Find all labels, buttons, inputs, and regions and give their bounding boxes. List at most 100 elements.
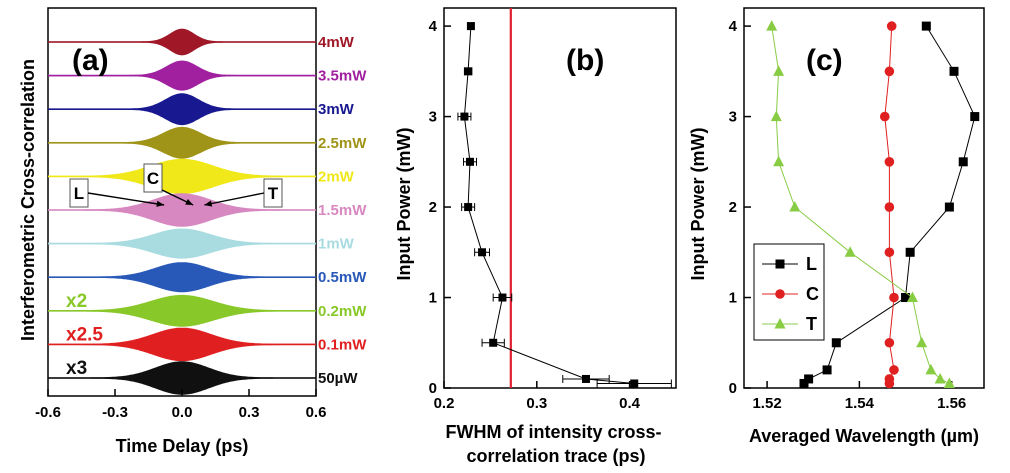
legend-label: T <box>806 314 817 334</box>
tick-label: 1 <box>429 290 437 307</box>
power-label: 4mW <box>318 34 355 51</box>
panel-c-label: (c) <box>806 44 843 77</box>
scale-factor-label: x2.5 <box>66 324 103 345</box>
data-point-L <box>970 112 980 122</box>
data-point-C <box>884 202 895 212</box>
annotation-arrow-L <box>87 192 165 206</box>
data-point-T <box>773 155 785 167</box>
annotations-a: LCT <box>69 163 283 208</box>
panel-b-xlabel-line2: correlation trace (ps) <box>466 446 645 466</box>
data-point <box>581 374 590 383</box>
data-point-L <box>804 374 814 384</box>
tick-label: 0.4 <box>619 395 641 412</box>
tick-label: 3 <box>729 109 737 126</box>
scale-factor-label: x2 <box>66 291 87 312</box>
power-labels-a: 4mW 3.5mW 3mW 2.5mW 2mW 1.5mW 1mW 0.5mW 0.2mW 0.1… <box>318 34 367 387</box>
data-point-L <box>905 247 915 257</box>
xticks-a: -0.6 -0.3 0.0 0.3 0.6 <box>35 389 326 421</box>
tick-label: 0.3 <box>526 395 547 412</box>
marks-c <box>766 20 980 389</box>
tick-label: 0 <box>429 380 437 397</box>
tick-label: 1.52 <box>752 395 781 412</box>
data-point-T <box>943 377 955 388</box>
panel-a-label: (a) <box>72 44 109 77</box>
tick-label: -0.6 <box>35 404 61 421</box>
data-point <box>489 338 498 347</box>
power-label: 3.5mW <box>318 68 367 85</box>
data-point-T <box>906 291 918 303</box>
legend-marker-C <box>775 289 785 299</box>
data-point-L <box>944 202 954 212</box>
data-point-C <box>884 247 895 258</box>
series-line <box>463 26 635 384</box>
data-point-T <box>925 363 937 375</box>
power-label: 0.5mW <box>318 269 367 286</box>
traces-a <box>48 28 316 395</box>
panel-b-frame <box>443 7 677 389</box>
tick-label: 1 <box>729 290 737 307</box>
data-point <box>464 203 473 212</box>
data-point-C <box>886 21 897 31</box>
legend-marker-L <box>775 259 785 269</box>
scale-factor-label: x3 <box>66 358 87 379</box>
legend-marker-T <box>774 318 786 329</box>
data-point-T <box>766 20 778 31</box>
legend-label: L <box>806 254 817 274</box>
data-point <box>498 293 507 302</box>
data-point-C <box>884 157 895 167</box>
annotation-label-T: T <box>268 184 279 203</box>
panel-c: 1.52 1.54 1.56 0 1 2 3 4 LCT (c) Averaged Wavel… <box>688 7 985 446</box>
data-point-C <box>889 292 899 303</box>
data-point-T <box>789 201 801 212</box>
scale-labels-a: x2 x2.5 x3 <box>66 291 103 379</box>
panel-b-label: (b) <box>566 44 604 77</box>
data-point-C <box>884 66 895 77</box>
legend-label: C <box>806 284 819 304</box>
power-label: 1mW <box>318 236 355 253</box>
legend-c: LCT <box>753 243 825 341</box>
data-point-T <box>916 336 928 348</box>
annotation-arrowhead-L <box>156 200 165 207</box>
panel-c-xlabel: Averaged Wavelength (µm) <box>749 426 979 446</box>
data-point <box>466 22 475 31</box>
data-point-L <box>799 378 809 388</box>
tick-label: 0.6 <box>306 404 327 421</box>
tick-label: 4 <box>729 18 738 35</box>
power-label: 3mW <box>318 101 355 118</box>
data-point <box>465 157 474 166</box>
tick-label: 2 <box>729 199 737 216</box>
data-point-T <box>773 65 785 76</box>
data-point-T <box>770 110 782 122</box>
tick-label: 0.2 <box>434 395 455 412</box>
tick-label: 4 <box>429 18 438 35</box>
power-label: 0.1mW <box>318 336 367 353</box>
data-point-L <box>822 365 832 375</box>
tick-label: 2 <box>429 199 437 216</box>
panel-b-xlabel-line1: FWHM of intensity cross- <box>445 422 661 442</box>
annotation-arrowhead-T <box>204 200 213 207</box>
panel-a-xlabel: Time Delay (ps) <box>116 436 249 456</box>
annotation-arrowhead-C <box>185 198 194 205</box>
panel-c-frame <box>743 7 985 389</box>
annotation-label-C: C <box>147 169 159 188</box>
data-point-C <box>884 337 895 348</box>
tick-label: 0 <box>729 380 737 397</box>
data-point-L <box>949 66 959 76</box>
tick-label: -0.3 <box>102 404 128 421</box>
data-point-L <box>831 338 841 348</box>
tick-label: 0.0 <box>172 404 193 421</box>
power-label: 50µW <box>318 370 358 387</box>
data-point <box>464 67 473 76</box>
panel-c-ylabel: Input Power (mW) <box>688 128 708 281</box>
tick-label: 1.54 <box>845 395 875 412</box>
marks-b <box>457 8 672 388</box>
panel-a: 4mW 3.5mW 3mW 2.5mW 2mW 1.5mW 1mW 0.5mW 0.2mW 0.1… <box>18 7 367 456</box>
data-point <box>478 248 487 257</box>
panel-b-xlabel: FWHM of intensity cross- correlation tra… <box>445 422 666 466</box>
panel-a-ylabel: Interferometric Cross-correlation <box>18 59 38 341</box>
power-label: 2.5mW <box>318 135 367 152</box>
power-label: 1.5mW <box>318 202 367 219</box>
data-point-T <box>844 246 856 257</box>
data-point-C <box>879 111 890 122</box>
data-point-C <box>889 365 899 375</box>
